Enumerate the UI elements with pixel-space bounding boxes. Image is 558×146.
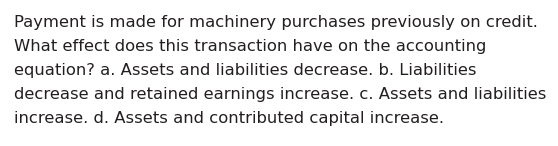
Text: decrease and retained earnings increase. c. Assets and liabilities: decrease and retained earnings increase.… xyxy=(14,87,546,102)
Text: Payment is made for machinery purchases previously on credit.: Payment is made for machinery purchases … xyxy=(14,15,538,30)
Text: increase. d. Assets and contributed capital increase.: increase. d. Assets and contributed capi… xyxy=(14,111,444,126)
Text: What effect does this transaction have on the accounting: What effect does this transaction have o… xyxy=(14,39,487,54)
Text: equation? a. Assets and liabilities decrease. b. Liabilities: equation? a. Assets and liabilities decr… xyxy=(14,63,477,78)
